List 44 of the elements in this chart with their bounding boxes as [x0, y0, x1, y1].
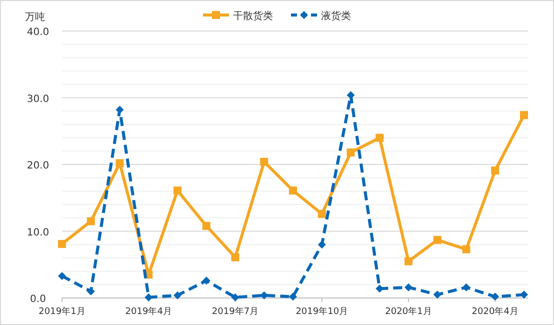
y-tick-label: 0.0: [30, 294, 46, 305]
y-axis-title: 万吨: [25, 11, 45, 23]
y-tick-label: 10.0: [26, 227, 50, 238]
x-tick-label: 2019年7月: [212, 306, 259, 317]
point: [433, 290, 442, 299]
point: [231, 253, 240, 262]
legend-label: 液货类: [321, 10, 351, 22]
point: [491, 166, 500, 175]
point: [520, 111, 528, 120]
point: [58, 272, 66, 280]
point: [346, 148, 355, 156]
point: [58, 240, 66, 248]
point: [202, 276, 210, 285]
y-tick-label: 40.0: [26, 27, 50, 38]
point: [520, 290, 528, 299]
point: [174, 186, 182, 195]
point: [86, 217, 95, 226]
point: [462, 283, 470, 292]
point: [462, 245, 470, 254]
point: [376, 134, 384, 142]
point: [116, 106, 124, 114]
x-tick-label: 2020年1月: [385, 306, 432, 317]
point: [289, 292, 297, 301]
point: [318, 210, 326, 218]
y-tick-label: 20.0: [26, 160, 50, 172]
point: [86, 287, 95, 296]
point: [433, 236, 442, 244]
legend-label: 干散货类: [233, 10, 273, 22]
point: [202, 222, 210, 230]
point: [260, 158, 268, 166]
x-tick-label: 2019年10月: [296, 306, 348, 317]
point: [404, 283, 412, 292]
point: [491, 292, 500, 301]
point: [318, 240, 326, 249]
point: [116, 159, 124, 168]
point: [231, 293, 240, 302]
point: [174, 291, 182, 300]
x-tick-label: 2019年1月: [38, 306, 86, 317]
point: [289, 186, 297, 195]
x-tick-label: 2020年4月: [472, 306, 518, 317]
x-tick-label: 2019年4月: [125, 306, 172, 317]
point: [346, 91, 355, 100]
point: [404, 257, 412, 266]
y-tick-label: 30.0: [26, 94, 50, 105]
